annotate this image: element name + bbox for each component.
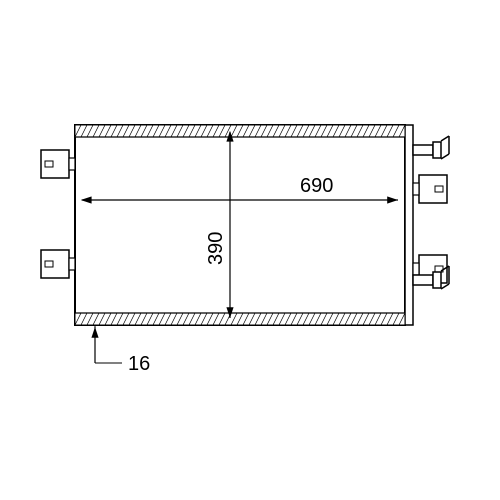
pipe-fitting [413,136,449,159]
condenser-body [75,125,413,325]
bracket [413,175,447,203]
dimension-label-height: 390 [205,232,227,265]
dimension-label-depth: 16 [128,353,150,375]
dimension-label-width: 690 [300,175,333,197]
bracket [41,150,75,178]
bracket [41,250,75,278]
